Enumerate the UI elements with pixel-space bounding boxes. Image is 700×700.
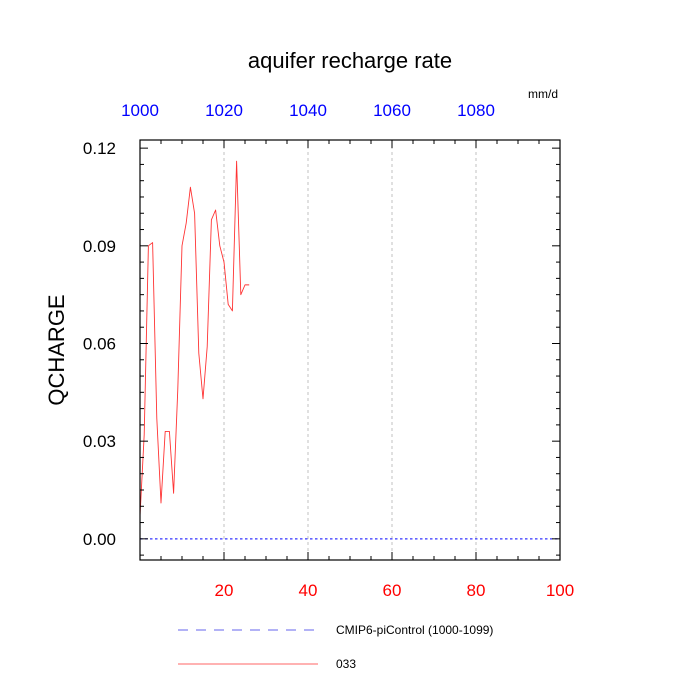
y-tick-label: 0.12 [83,139,116,158]
plot-frame [139,139,561,561]
axes: 20 40 60 80 100 1000 1020 1040 1060 1080 0.00 0.03 0… [83,101,574,600]
y-tick-label: 0.09 [83,237,116,256]
legend-label: 033 [336,657,356,671]
x-tick-label: 40 [299,581,318,600]
y-tick-label: 0.06 [83,334,116,353]
top-tick-label: 1040 [289,101,327,120]
series-layer [139,160,560,540]
x-tick-label: 20 [215,581,234,600]
y-axis-label: QCHARGE [44,294,69,405]
top-tick-label: 1060 [373,101,411,120]
top-tick-label: 1000 [121,101,159,120]
legend-label: CMIP6-piControl (1000-1099) [336,623,493,637]
x-tick-label: 60 [383,581,402,600]
grid-lines [223,140,477,560]
top-tick-label: 1020 [205,101,243,120]
y-tick-label: 0.03 [83,432,116,451]
series-line-033 [139,160,250,517]
x-tick-label: 100 [546,581,574,600]
chart-title: aquifer recharge rate [248,48,452,73]
legend: CMIP6-piControl (1000-1099) 033 [178,623,493,671]
top-tick-label: 1080 [457,101,495,120]
x-tick-label: 80 [467,581,486,600]
y-tick-label: 0.00 [83,530,116,549]
units-label: mm/d [528,87,558,101]
